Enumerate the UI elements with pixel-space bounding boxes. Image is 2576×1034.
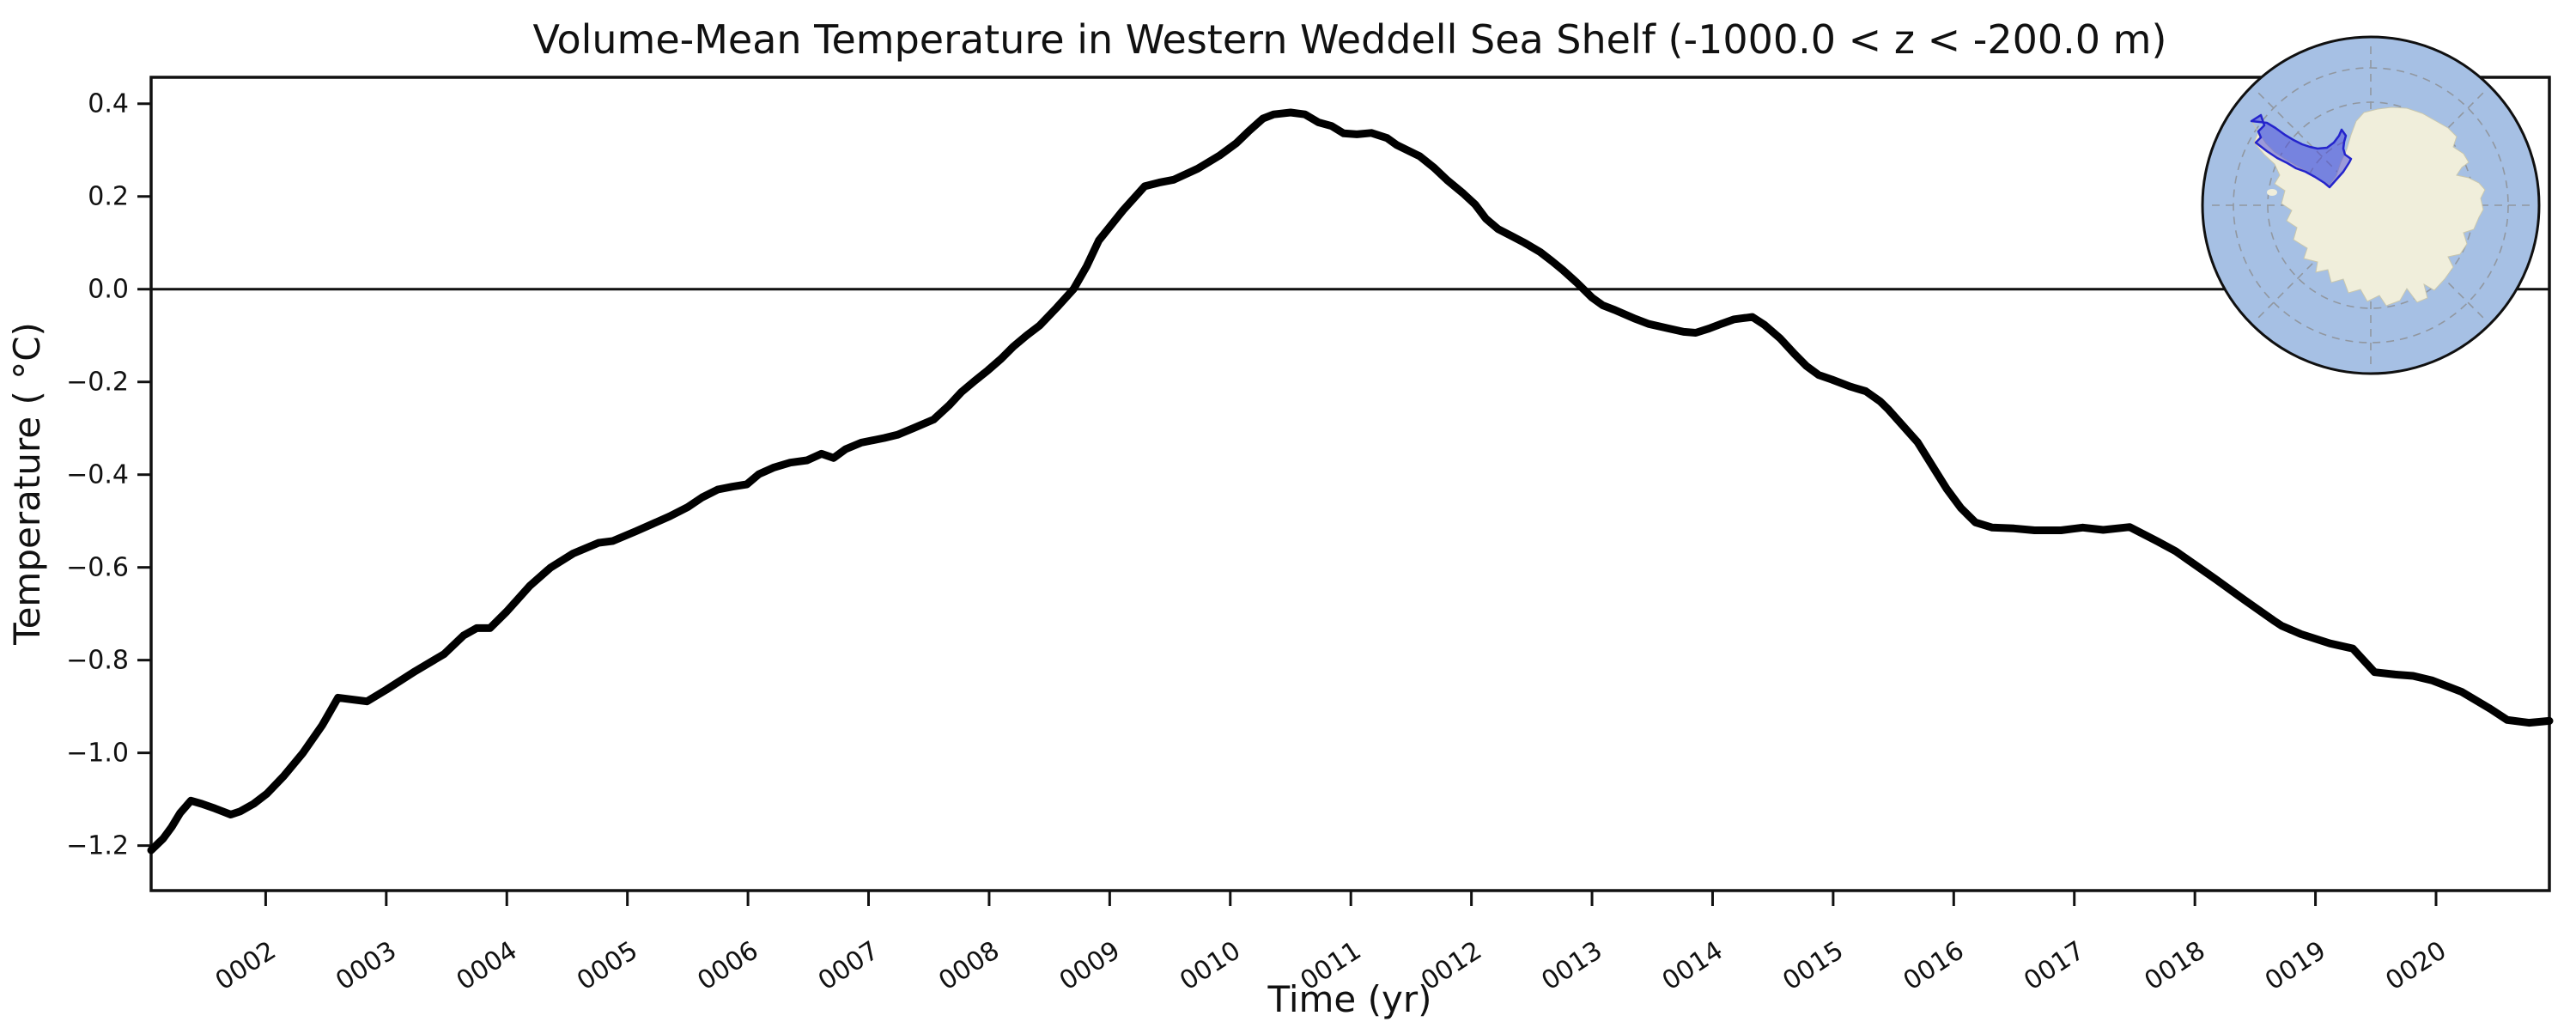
small-island (2267, 189, 2277, 196)
x-tick-label: 0002 (210, 935, 282, 996)
plot-area (149, 76, 2551, 892)
y-tick-label: −0.2 (66, 368, 129, 398)
y-axis-label: Temperature ( °C) (6, 322, 48, 646)
x-tick-label: 0007 (813, 935, 884, 996)
x-tick-label: 0003 (331, 935, 402, 996)
x-tick-label: 0013 (1536, 935, 1607, 996)
antarctica-landmass (2251, 106, 2486, 307)
y-tick-label: −0.8 (66, 646, 129, 676)
x-tick-label: 0008 (933, 935, 1005, 996)
x-tick-label: 0006 (692, 935, 763, 996)
x-tick-label: 0016 (1899, 935, 1970, 996)
y-tick-label: 0.2 (88, 182, 129, 212)
x-tick-label: 0010 (1175, 935, 1246, 996)
temperature-line (147, 108, 2554, 855)
x-tick-label: 0005 (572, 935, 643, 996)
y-tick-label: 0.4 (88, 89, 129, 119)
x-tick-label: 0020 (2380, 935, 2451, 996)
y-tick-label: −1.0 (66, 739, 129, 769)
x-tick-label: 0019 (2260, 935, 2331, 996)
x-tick-label: 0018 (2139, 935, 2210, 996)
inset-map-outline (2201, 35, 2541, 375)
x-tick-label: 0014 (1657, 935, 1728, 996)
x-tick-label: 0015 (1777, 935, 1849, 996)
x-tick-label: 0009 (1054, 935, 1126, 996)
x-tick-label: 0017 (2019, 935, 2090, 996)
highlight-region (2250, 113, 2353, 189)
y-axis: 0.4 0.2 0.0 −0.2 −0.4 −0.6 −0.8 −1.0 −1.2 (66, 89, 151, 861)
chart-title: Volume-Mean Temperature in Western Wedde… (533, 16, 2167, 63)
y-tick-label: 0.0 (88, 275, 129, 305)
y-tick-label: −1.2 (66, 831, 129, 861)
inset-map (2201, 35, 2541, 375)
x-tick-label: 0004 (452, 935, 523, 996)
y-tick-label: −0.4 (66, 460, 129, 490)
x-axis-label: Time (yr) (1267, 978, 1431, 1020)
y-tick-label: −0.6 (66, 553, 129, 583)
